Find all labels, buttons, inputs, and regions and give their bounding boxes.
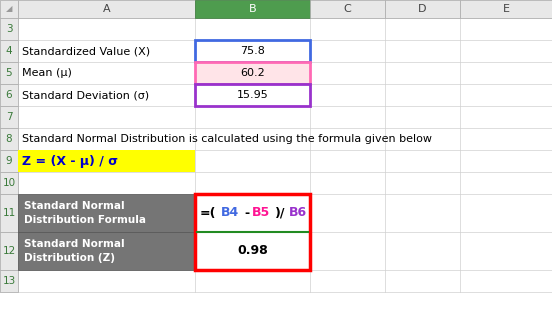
Text: 13: 13 <box>2 276 15 286</box>
Text: 8: 8 <box>6 134 12 144</box>
Bar <box>0 106 18 128</box>
Bar <box>0 194 18 232</box>
Text: Z = (X - μ) / σ: Z = (X - μ) / σ <box>22 154 118 167</box>
Text: 15.95: 15.95 <box>237 90 268 100</box>
Text: Standardized Value (X): Standardized Value (X) <box>22 46 150 56</box>
Bar <box>310 0 385 18</box>
Bar <box>195 0 310 18</box>
Bar <box>460 0 552 18</box>
Text: A: A <box>103 4 110 14</box>
Text: 60.2: 60.2 <box>240 68 265 78</box>
Text: Standard Deviation (σ): Standard Deviation (σ) <box>22 90 149 100</box>
Text: 5: 5 <box>6 68 12 78</box>
Text: 3: 3 <box>6 24 12 34</box>
Bar <box>0 150 18 172</box>
Text: )/: )/ <box>275 206 285 219</box>
Bar <box>0 172 18 194</box>
Bar <box>195 62 310 84</box>
Text: Mean (μ): Mean (μ) <box>22 68 72 78</box>
Text: 75.8: 75.8 <box>240 46 265 56</box>
Bar <box>0 270 18 292</box>
Text: =(: =( <box>200 206 216 219</box>
Text: 9: 9 <box>6 156 12 166</box>
Bar <box>18 194 195 232</box>
Bar <box>0 62 18 84</box>
Bar <box>0 128 18 150</box>
Bar <box>0 18 18 40</box>
Text: Standard Normal
Distribution (Z): Standard Normal Distribution (Z) <box>24 240 125 263</box>
Bar <box>195 84 310 106</box>
Text: C: C <box>344 4 352 14</box>
Text: B5: B5 <box>252 206 270 219</box>
Bar <box>195 194 310 270</box>
Text: 4: 4 <box>6 46 12 56</box>
Text: 6: 6 <box>6 90 12 100</box>
Text: B6: B6 <box>289 206 307 219</box>
Text: 11: 11 <box>2 208 15 218</box>
Bar <box>18 150 195 172</box>
Text: B4: B4 <box>221 206 240 219</box>
Text: E: E <box>502 4 509 14</box>
Text: B: B <box>249 4 256 14</box>
Text: ◢: ◢ <box>6 5 12 14</box>
Text: -: - <box>245 206 250 219</box>
Text: D: D <box>418 4 427 14</box>
Bar <box>18 0 195 18</box>
Bar <box>0 0 18 18</box>
Text: 10: 10 <box>2 178 15 188</box>
Bar <box>195 40 310 62</box>
Text: 12: 12 <box>2 246 15 256</box>
Text: 7: 7 <box>6 112 12 122</box>
Bar <box>0 40 18 62</box>
Bar <box>385 0 460 18</box>
Bar <box>0 84 18 106</box>
Bar <box>0 232 18 270</box>
Text: Standard Normal Distribution is calculated using the formula given below: Standard Normal Distribution is calculat… <box>22 134 432 144</box>
Text: 0.98: 0.98 <box>237 244 268 257</box>
Bar <box>18 232 195 270</box>
Text: Standard Normal
Distribution Formula: Standard Normal Distribution Formula <box>24 202 146 225</box>
